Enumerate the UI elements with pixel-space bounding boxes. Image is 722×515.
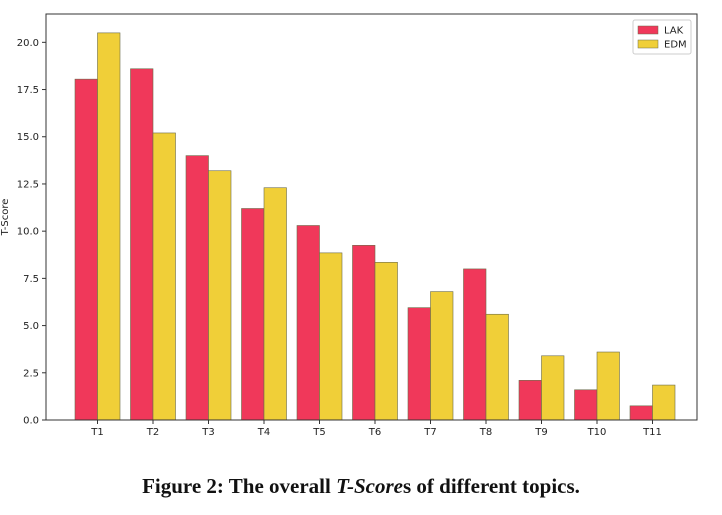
y-tick-label: 7.5	[23, 274, 39, 285]
bar-chart: 0.02.55.07.510.012.515.017.520.0 T1 T2 T3 T…	[0, 13, 698, 438]
x-tick-label-t11: T11	[642, 427, 662, 438]
y-tick-label: 2.5	[23, 368, 39, 379]
bar-edm-t3	[208, 170, 232, 421]
caption-emphasis: T-Score	[336, 474, 403, 498]
y-tick-label: 15.0	[17, 132, 39, 143]
y-tick-label: 5.0	[23, 321, 39, 332]
y-tick-label: 17.5	[17, 85, 39, 96]
bars-group	[74, 32, 676, 421]
bar-edm-t4	[263, 187, 287, 421]
y-axis-label: T-Score	[0, 199, 11, 237]
bar-edm-t5	[319, 252, 343, 421]
x-tick-label-t2: T2	[146, 427, 159, 438]
bar-edm-t10	[596, 351, 620, 421]
legend-label-lak: LAK	[664, 26, 684, 37]
legend: LAK EDM	[632, 19, 692, 55]
y-tick-label: 12.5	[17, 179, 39, 190]
caption-suffix: s of different topics.	[403, 474, 580, 498]
bar-lak-t3	[185, 155, 209, 421]
bar-lak-t6	[352, 245, 376, 421]
x-tick-label-t7: T7	[423, 427, 436, 438]
bar-lak-t5	[296, 225, 320, 421]
x-tick-label-t9: T9	[534, 427, 547, 438]
x-tick-label-t1: T1	[90, 427, 103, 438]
bar-lak-t8	[463, 268, 487, 421]
y-tick-label: 10.0	[17, 227, 39, 238]
bar-edm-t6	[374, 262, 398, 421]
bar-edm-t7	[430, 291, 454, 421]
x-axis: T1 T2 T3 T4 T5 T6 T7 T8 T9 T10 T11	[90, 420, 662, 438]
x-tick-label-t8: T8	[479, 427, 492, 438]
legend-label-edm: EDM	[664, 40, 687, 51]
x-tick-label-t3: T3	[201, 427, 214, 438]
y-axis: 0.0 2.5 5.0 7.5 10.0 12.5 15.0 17.5 20.0	[17, 38, 46, 427]
bar-lak-t2	[130, 68, 154, 421]
bar-lak-t11	[629, 405, 653, 421]
legend-swatch-lak	[637, 25, 659, 35]
bar-edm-t2	[152, 132, 176, 421]
bar-edm-t8	[485, 313, 509, 421]
bar-lak-t4	[241, 208, 265, 421]
x-tick-label-t10: T10	[587, 427, 607, 438]
bar-lak-t7	[407, 307, 431, 421]
plot-frame	[45, 13, 698, 421]
y-tick-label: 20.0	[17, 38, 39, 49]
x-tick-label-t6: T6	[368, 427, 381, 438]
x-tick-label-t4: T4	[257, 427, 270, 438]
bar-lak-t9	[518, 380, 542, 421]
bar-lak-t10	[574, 389, 598, 421]
x-tick-label-t5: T5	[312, 427, 325, 438]
legend-swatch-edm	[637, 39, 659, 49]
bar-edm-t1	[97, 32, 121, 421]
bar-lak-t1	[74, 78, 98, 421]
bar-edm-t11	[652, 384, 676, 421]
y-tick-label: 0.0	[23, 416, 39, 427]
bar-edm-t9	[541, 355, 565, 421]
figure-caption: Figure 2: The overall T-Scores of differ…	[0, 474, 722, 499]
caption-prefix: Figure 2: The overall	[142, 474, 337, 498]
